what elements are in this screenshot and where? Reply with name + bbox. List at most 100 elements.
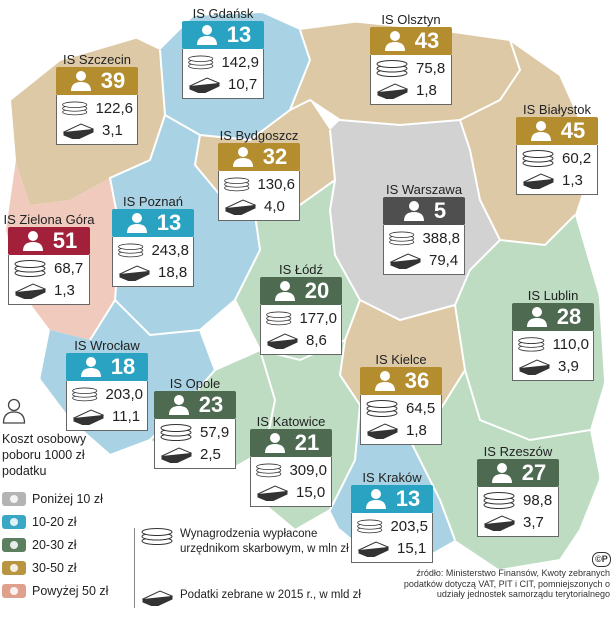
- cost-value: 13: [395, 486, 421, 511]
- person-icon: [232, 147, 253, 167]
- figures-box: 203,0 11,1: [66, 381, 148, 431]
- office-name: IS Olsztyn: [381, 12, 441, 27]
- office-card-gdansk: IS Gdańsk 13 142,9 10,7: [182, 6, 264, 99]
- figures-box: 68,7 1,3: [8, 255, 90, 305]
- banknotes-icon: [518, 359, 551, 375]
- legend-range-5: Powyżej 50 zł: [2, 580, 142, 602]
- taxes-value: 79,4: [429, 251, 459, 269]
- cost-badge: 27: [477, 459, 559, 487]
- legend-range-3: 20-30 zł: [2, 534, 142, 556]
- office-name: IS Rzeszów: [483, 444, 553, 459]
- person-icon: [168, 395, 189, 415]
- office-card-bydgoszcz: IS Bydgoszcz 32 130,6 4,0: [218, 128, 300, 221]
- cost-value: 51: [52, 228, 78, 253]
- office-card-lublin: IS Lublin 28 110,0 3,9: [512, 288, 594, 381]
- office-name: IS Katowice: [256, 414, 326, 429]
- office-card-olsztyn: IS Olsztyn 43 75,8 1,8: [370, 12, 452, 105]
- salaries-value: 60,2: [562, 149, 592, 167]
- salaries-value: 68,7: [54, 259, 84, 277]
- legend-swatch: [2, 538, 26, 552]
- person-icon: [374, 371, 395, 391]
- person-icon: [22, 231, 43, 251]
- taxes-value: 1,3: [562, 171, 583, 189]
- person-icon: [196, 25, 217, 45]
- salaries-value: 388,8: [422, 229, 460, 247]
- cost-badge: 23: [154, 391, 236, 419]
- coins-icon: [160, 424, 192, 441]
- legend-range-4: 30-50 zł: [2, 557, 142, 579]
- salaries-value: 98,8: [523, 491, 553, 509]
- taxes-value: 2,5: [200, 445, 221, 463]
- salaries-value: 75,8: [416, 59, 446, 77]
- banknotes-icon: [483, 515, 516, 531]
- cost-badge: 20: [260, 277, 342, 305]
- banknotes-icon: [256, 485, 289, 501]
- taxes-value: 3,1: [102, 121, 123, 139]
- banknotes-icon: [366, 423, 399, 439]
- coins-icon: [256, 463, 282, 478]
- coins-icon: [389, 231, 415, 246]
- taxes-value: 1,8: [406, 421, 427, 439]
- office-card-poznan: IS Poznań 13 243,8 18,8: [112, 194, 194, 287]
- office-card-krakow: IS Kraków 13 203,5 15,1: [351, 470, 433, 563]
- cost-value: 21: [294, 430, 320, 455]
- cost-value: 36: [404, 368, 430, 393]
- legend-range-2: 10-20 zł: [2, 511, 142, 533]
- legend-salaries: Wynagrodzenia wypłacone urzędnikom skarb…: [140, 527, 360, 557]
- cost-badge: 39: [56, 67, 138, 95]
- taxes-value: 10,7: [228, 75, 258, 93]
- cost-value: 32: [262, 144, 288, 169]
- coins-icon: [141, 528, 173, 545]
- cost-value: 18: [110, 354, 136, 379]
- legend-divider: [134, 528, 135, 608]
- figures-box: 98,8 3,7: [477, 487, 559, 537]
- cost-value: 5: [433, 198, 447, 223]
- banknotes-icon: [160, 447, 193, 463]
- legend-label: 30-50 zł: [32, 561, 77, 575]
- office-card-bialystok: IS Białystok 45 60,2 1,3: [516, 102, 598, 195]
- taxes-value: 15,1: [397, 539, 427, 557]
- banknotes-icon: [188, 77, 221, 93]
- taxes-value: 8,6: [306, 331, 327, 349]
- taxes-value: 3,9: [558, 357, 579, 375]
- person-icon: [384, 31, 405, 51]
- legend-label: 10-20 zł: [32, 515, 77, 529]
- taxes-value: 1,3: [54, 281, 75, 299]
- office-card-szczecin: IS Szczecin 39 122,6 3,1: [56, 52, 138, 145]
- salaries-value: 243,8: [151, 241, 189, 259]
- person-icon: [126, 213, 147, 233]
- coins-icon: [522, 150, 554, 167]
- figures-box: 243,8 18,8: [112, 237, 194, 287]
- person-icon: [526, 307, 547, 327]
- coins-icon: [14, 260, 46, 277]
- banknotes-icon: [72, 409, 105, 425]
- office-card-lodz: IS Łódź 20 177,0 8,6: [260, 262, 342, 355]
- cost-value: 20: [304, 278, 330, 303]
- coins-icon: [62, 101, 88, 116]
- cost-badge: 51: [8, 227, 90, 255]
- cost-badge: 13: [351, 485, 433, 513]
- cost-value: 39: [100, 68, 126, 93]
- banknotes-icon: [62, 123, 95, 139]
- salaries-value: 64,5: [406, 399, 436, 417]
- legend-label: Powyżej 50 zł: [32, 584, 109, 598]
- person-outline-icon: [2, 398, 26, 424]
- cost-badge: 21: [250, 429, 332, 457]
- person-icon: [403, 201, 424, 221]
- legend-swatch: [2, 492, 26, 506]
- taxes-value: 15,0: [296, 483, 326, 501]
- office-card-kielce: IS Kielce 36 64,5 1,8: [360, 352, 442, 445]
- coins-icon: [357, 519, 383, 534]
- salaries-value: 110,0: [552, 335, 589, 353]
- office-name: IS Białystok: [523, 102, 591, 117]
- legend-swatch: [2, 561, 26, 575]
- taxes-value: 3,7: [523, 513, 544, 531]
- cost-value: 23: [198, 392, 224, 417]
- person-icon: [264, 433, 285, 453]
- coins-icon: [483, 492, 515, 509]
- figures-box: 177,0 8,6: [260, 305, 342, 355]
- cost-value: 13: [156, 210, 182, 235]
- coins-icon: [376, 60, 408, 77]
- taxes-value: 1,8: [416, 81, 437, 99]
- legend-swatch: [2, 584, 26, 598]
